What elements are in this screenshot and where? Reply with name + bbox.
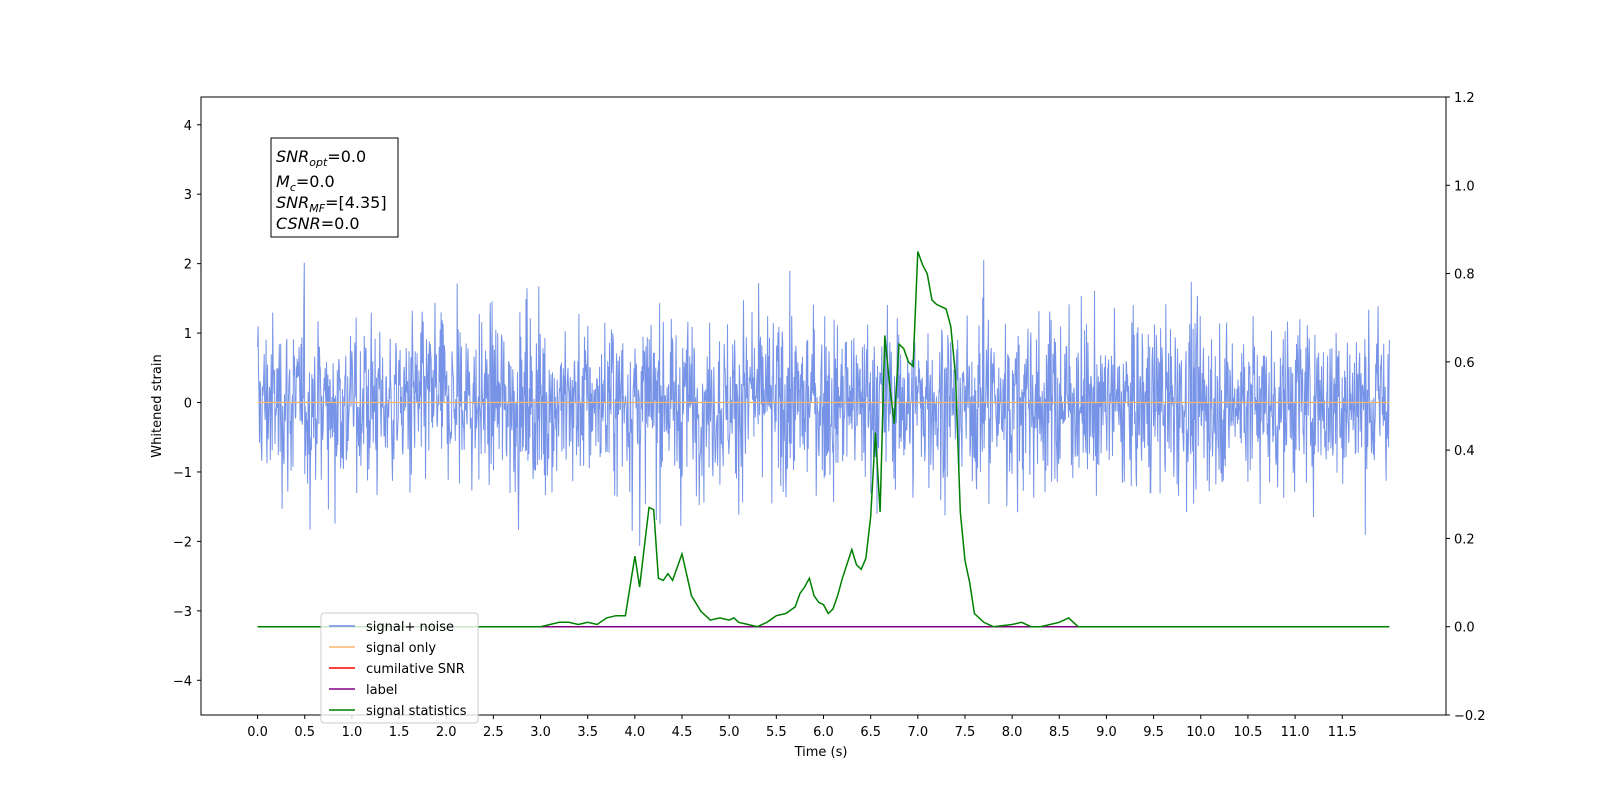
series-signal-noise-line bbox=[257, 260, 1390, 546]
x-tick-label: 5.0 bbox=[719, 725, 740, 740]
y2-tick-label: 0.6 bbox=[1454, 356, 1475, 371]
legend-item-label: signal statistics bbox=[366, 704, 467, 719]
x-tick-label: 6.5 bbox=[860, 725, 881, 740]
x-tick-label: 10.5 bbox=[1233, 725, 1262, 740]
info-csnr: CSNR=0.0 bbox=[276, 214, 360, 233]
x-tick-label: 7.5 bbox=[955, 725, 976, 740]
x-tick-label: 4.5 bbox=[672, 725, 693, 740]
x-tick-label: 11.5 bbox=[1328, 725, 1357, 740]
x-tick-label: 0.0 bbox=[247, 725, 268, 740]
y-tick-label: 0 bbox=[184, 397, 192, 412]
x-tick-label: 4.0 bbox=[625, 725, 646, 740]
y2-tick-label: 0.4 bbox=[1454, 444, 1475, 459]
y2-tick-label: −0.2 bbox=[1454, 709, 1486, 724]
y-tick-label: −3 bbox=[173, 605, 192, 620]
legend-item-label: signal+ noise bbox=[366, 620, 454, 635]
x-tick-label: 3.0 bbox=[530, 725, 551, 740]
info-mc: Mc=0.0 bbox=[276, 172, 335, 194]
x-tick-label: 9.5 bbox=[1143, 725, 1164, 740]
y-tick-label: 3 bbox=[184, 188, 192, 203]
x-tick-label: 9.0 bbox=[1096, 725, 1117, 740]
x-tick-label: 10.0 bbox=[1186, 725, 1215, 740]
y-tick-label: 2 bbox=[184, 258, 192, 273]
x-tick-label: 3.5 bbox=[577, 725, 598, 740]
x-tick-label: 11.0 bbox=[1281, 725, 1310, 740]
legend-frame bbox=[320, 612, 479, 724]
x-tick-label: 8.5 bbox=[1049, 725, 1070, 740]
y-tick-label: −1 bbox=[173, 466, 192, 481]
x-axis: 0.0 0.5 1.0 1.5 2.0 2.5 3.0 3.5 4.0 4.5 5.0 5.5 6.0 6… bbox=[247, 715, 1357, 740]
legend-item-label: label bbox=[366, 683, 397, 698]
y-tick-label: −2 bbox=[173, 535, 192, 550]
info-snr-opt: SNRopt=0.0 bbox=[276, 147, 366, 169]
x-tick-label: 8.0 bbox=[1002, 725, 1023, 740]
info-snr-mf: SNRMF=[4.35] bbox=[276, 193, 387, 215]
y2-tick-label: 1.0 bbox=[1454, 179, 1475, 194]
info-box: SNRopt=0.0 Mc=0.0 SNRMF=[4.35] CSNR=0.0 bbox=[270, 137, 399, 238]
x-tick-label: 2.5 bbox=[483, 725, 504, 740]
y-tick-label: −4 bbox=[173, 674, 192, 689]
series-signal-statistics-line bbox=[257, 251, 1390, 628]
y-axis-left: 4 3 2 1 0 −1 −2 −3 −4 bbox=[173, 119, 201, 689]
y2-tick-label: 1.2 bbox=[1454, 91, 1475, 106]
y-axis-label: Whitened strain bbox=[150, 354, 165, 457]
info-box-frame bbox=[270, 137, 399, 238]
y2-tick-label: 0.8 bbox=[1454, 268, 1475, 283]
legend: signal+ noise signal only cumilative SNR la… bbox=[320, 612, 479, 724]
legend-item-label: signal only bbox=[366, 641, 436, 656]
y2-tick-label: 0.2 bbox=[1454, 532, 1475, 547]
x-tick-label: 1.5 bbox=[389, 725, 410, 740]
y2-tick-label: 0.0 bbox=[1454, 621, 1475, 636]
y-tick-label: 1 bbox=[184, 327, 192, 342]
x-tick-label: 7.0 bbox=[907, 725, 928, 740]
x-tick-label: 2.0 bbox=[436, 725, 457, 740]
legend-item-label: cumilative SNR bbox=[366, 662, 465, 677]
x-tick-label: 1.0 bbox=[342, 725, 363, 740]
x-tick-label: 0.5 bbox=[294, 725, 315, 740]
x-axis-label: Time (s) bbox=[794, 745, 848, 760]
x-tick-label: 5.5 bbox=[766, 725, 787, 740]
y-tick-label: 4 bbox=[184, 119, 192, 134]
x-tick-label: 6.0 bbox=[813, 725, 834, 740]
y-axis-right: 1.2 1.0 0.8 0.6 0.4 0.2 0.0 −0.2 bbox=[1446, 91, 1486, 724]
